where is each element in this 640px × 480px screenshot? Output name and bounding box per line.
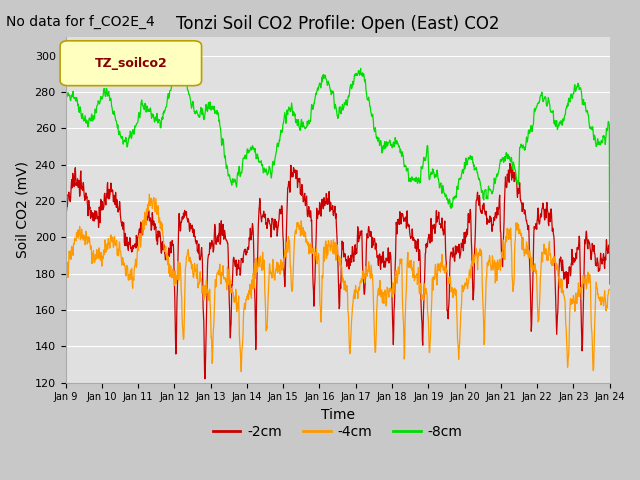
Line: -2cm: -2cm	[65, 163, 610, 403]
Line: -4cm: -4cm	[65, 194, 610, 435]
-8cm	[126, 134, 134, 140]
-4cm	[145, 192, 153, 197]
-8cm	[293, 117, 301, 122]
-2cm	[606, 239, 614, 245]
-4cm	[304, 239, 312, 245]
Text: No data for f_CO2E_4: No data for f_CO2E_4	[6, 14, 155, 28]
-4cm	[104, 246, 111, 252]
Legend: -2cm, -4cm, -8cm: -2cm, -4cm, -8cm	[207, 420, 468, 444]
-4cm	[126, 276, 134, 282]
-8cm	[314, 85, 322, 91]
-2cm	[126, 235, 134, 240]
-2cm	[371, 246, 379, 252]
Line: -8cm: -8cm	[65, 64, 610, 284]
-4cm	[606, 287, 614, 292]
FancyBboxPatch shape	[60, 41, 202, 85]
-8cm	[606, 281, 614, 287]
Y-axis label: Soil CO2 (mV): Soil CO2 (mV)	[15, 161, 29, 258]
-8cm	[304, 120, 312, 125]
Text: TZ_soilco2: TZ_soilco2	[95, 57, 167, 70]
-4cm	[61, 432, 69, 438]
-8cm	[61, 264, 69, 270]
-2cm	[314, 216, 321, 222]
-2cm	[506, 160, 514, 166]
-2cm	[61, 400, 69, 406]
-4cm	[293, 222, 301, 228]
-4cm	[372, 348, 380, 354]
-4cm	[314, 253, 322, 259]
-8cm	[372, 126, 380, 132]
Title: Tonzi Soil CO2 Profile: Open (East) CO2: Tonzi Soil CO2 Profile: Open (East) CO2	[176, 15, 499, 33]
-8cm	[104, 93, 111, 99]
-2cm	[292, 175, 300, 180]
X-axis label: Time: Time	[321, 408, 355, 422]
-2cm	[304, 214, 312, 219]
-2cm	[104, 180, 111, 186]
-8cm	[175, 61, 183, 67]
